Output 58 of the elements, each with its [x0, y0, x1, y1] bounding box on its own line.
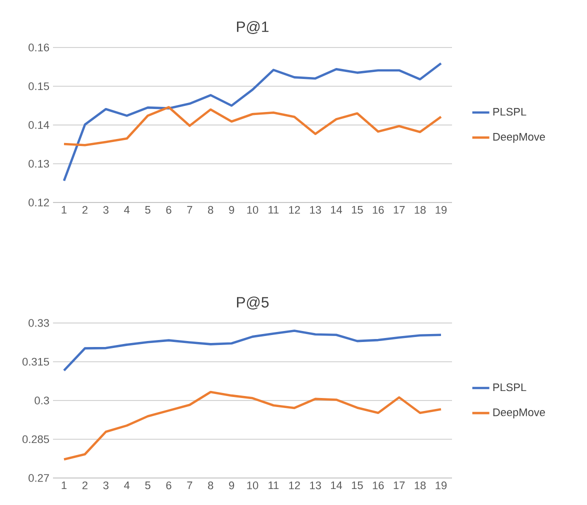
x-tick-label: 5	[145, 206, 150, 214]
x-tick-label: 1	[62, 206, 67, 214]
x-tick-label: 10	[247, 482, 258, 490]
x-tick-label: 3	[103, 482, 108, 490]
x-tick-label: 18	[414, 206, 426, 214]
x-tick-label: 7	[187, 206, 192, 214]
x-tick-label: 9	[229, 482, 234, 490]
legend-label: DeepMove	[493, 408, 545, 418]
chart-title: P@5	[237, 296, 269, 310]
x-tick-label: 16	[372, 206, 384, 214]
x-tick-label: 18	[414, 482, 426, 490]
legend-label: DeepMove	[493, 133, 545, 143]
line-series	[62, 62, 442, 182]
x-tick-label: 13	[310, 482, 321, 490]
y-tick-label: 0.33	[28, 319, 49, 327]
line-series	[62, 390, 442, 461]
x-tick-label: 7	[187, 482, 192, 490]
line-series	[62, 330, 442, 372]
chart-title: P@1	[237, 21, 268, 34]
x-tick-label: 6	[166, 206, 172, 214]
y-tick-label: 0.12	[28, 198, 49, 206]
y-tick-label: 0.3	[34, 396, 50, 404]
x-tick-label: 11	[268, 482, 279, 490]
x-tick-label: 2	[82, 206, 88, 214]
legend-label: PLSPL	[493, 383, 526, 392]
y-tick-label: 0.13	[28, 160, 49, 168]
x-tick-label: 8	[208, 206, 214, 214]
x-tick-label: 17	[394, 482, 405, 490]
x-tick-label: 10	[247, 206, 258, 214]
x-tick-label: 14	[331, 482, 342, 490]
y-tick-label: 0.27	[28, 474, 49, 482]
x-tick-label: 8	[208, 482, 214, 490]
x-tick-label: 13	[310, 206, 321, 214]
x-tick-label: 12	[289, 206, 300, 214]
x-tick-label: 19	[436, 206, 447, 214]
legend-label: PLSPL	[493, 108, 526, 116]
line-series	[62, 106, 442, 146]
x-tick-label: 5	[145, 482, 150, 490]
x-tick-label: 6	[166, 482, 172, 490]
y-tick-label: 0.16	[28, 44, 49, 52]
x-tick-label: 17	[394, 206, 405, 214]
x-tick-label: 1	[62, 482, 67, 490]
x-tick-label: 2	[82, 482, 88, 490]
x-tick-label: 3	[103, 206, 108, 214]
x-tick-label: 14	[331, 206, 342, 214]
x-tick-label: 19	[436, 482, 447, 490]
x-tick-label: 9	[229, 206, 234, 214]
y-tick-label: 0.315	[22, 358, 50, 366]
x-tick-label: 15	[352, 206, 363, 214]
x-tick-label: 11	[268, 206, 279, 214]
x-tick-label: 4	[124, 206, 130, 214]
y-tick-label: 0.285	[22, 435, 50, 444]
x-tick-label: 12	[289, 482, 300, 490]
y-tick-label: 0.14	[28, 121, 50, 129]
x-tick-label: 15	[352, 482, 363, 490]
x-tick-label: 16	[372, 482, 384, 490]
x-tick-label: 4	[124, 482, 130, 490]
y-tick-label: 0.15	[28, 82, 50, 90]
